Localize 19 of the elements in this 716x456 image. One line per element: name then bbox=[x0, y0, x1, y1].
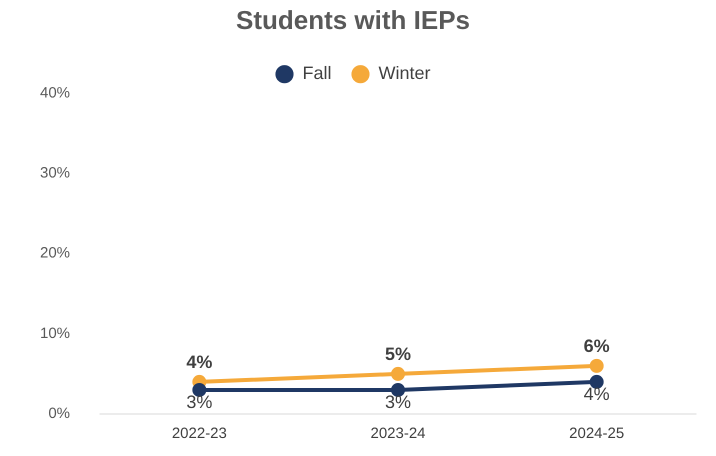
data-label: 5% bbox=[385, 344, 412, 364]
x-tick-label: 2024-25 bbox=[569, 425, 624, 442]
point bbox=[391, 366, 406, 381]
x-tick-label: 2023-24 bbox=[370, 425, 426, 442]
y-tick-label: 10% bbox=[40, 324, 70, 342]
legend-label: Winter bbox=[378, 63, 431, 84]
data-label: 4% bbox=[584, 384, 610, 404]
y-tick-label: 20% bbox=[40, 244, 70, 262]
y-tick-label: 40% bbox=[40, 84, 70, 102]
point bbox=[590, 358, 604, 373]
x-tick-label: 2022-23 bbox=[172, 425, 227, 442]
data-label: 6% bbox=[584, 336, 610, 356]
data-label: 3% bbox=[385, 392, 412, 412]
chart-title: Students with IEPs bbox=[236, 4, 470, 35]
y-tick-label: 30% bbox=[40, 164, 70, 182]
y-tick-label: 0% bbox=[48, 405, 70, 422]
data-label: 3% bbox=[186, 392, 212, 412]
data-label: 4% bbox=[186, 352, 212, 372]
legend-label: Fall bbox=[302, 63, 332, 84]
